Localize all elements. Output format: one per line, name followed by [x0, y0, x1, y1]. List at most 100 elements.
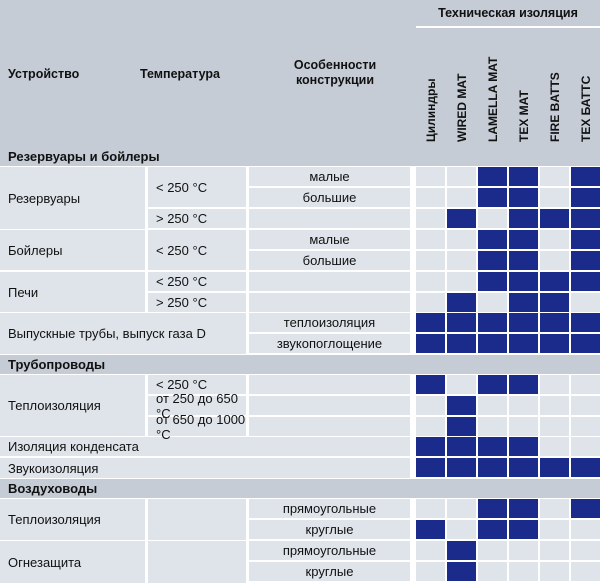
grid-cell — [416, 251, 445, 270]
product-header-label: WIRED MAT — [455, 73, 469, 142]
grid-cell — [478, 396, 507, 415]
product-mark — [416, 334, 445, 353]
product-mark — [478, 313, 507, 332]
grid-cell — [571, 396, 600, 415]
product-mark — [509, 272, 538, 291]
header-tech-rule — [416, 26, 600, 28]
header-tech-group: Техническая изоляция — [438, 6, 578, 20]
grid-cell — [416, 562, 445, 581]
grid-cell — [416, 272, 445, 291]
device-cell: Выпускные трубы, выпуск газа D — [0, 313, 246, 354]
grid-cell — [571, 437, 600, 456]
product-mark — [447, 334, 476, 353]
header-device: Устройство — [8, 67, 80, 81]
grid-cell — [571, 541, 600, 560]
temperature-cell: от 250 до 650 °C — [148, 391, 246, 421]
grid-cell — [540, 562, 569, 581]
product-mark — [416, 313, 445, 332]
device-cell: Огнезащита — [0, 541, 145, 583]
grid-cell — [571, 293, 600, 312]
construction-cell-empty — [249, 272, 410, 291]
product-mark — [540, 334, 569, 353]
grid-cell — [416, 293, 445, 312]
product-mark — [447, 209, 476, 228]
device-cell: Бойлеры — [0, 230, 145, 270]
product-mark — [509, 499, 538, 518]
device-cell: Резервуары — [0, 167, 145, 229]
temperature-cell: > 250 °C — [148, 293, 246, 312]
product-mark — [509, 188, 538, 207]
product-mark — [478, 272, 507, 291]
grid-cell — [540, 417, 569, 436]
product-mark — [571, 272, 600, 291]
grid-cell — [478, 209, 507, 228]
product-mark — [571, 458, 600, 477]
grid-cell — [571, 417, 600, 436]
product-mark — [509, 458, 538, 477]
product-mark — [540, 293, 569, 312]
grid-cell — [447, 520, 476, 539]
grid-cell — [416, 167, 445, 186]
grid-cell — [416, 396, 445, 415]
grid-cell — [478, 541, 507, 560]
product-mark — [571, 313, 600, 332]
construction-cell: малые — [249, 167, 410, 186]
construction-cell-empty — [249, 417, 410, 436]
temperature-cell: от 650 до 1000 °C — [148, 412, 246, 442]
product-mark — [447, 541, 476, 560]
grid-cell — [540, 437, 569, 456]
product-mark — [478, 251, 507, 270]
product-mark — [447, 293, 476, 312]
product-header-6: TEX БАТТС — [571, 30, 600, 147]
grid-cell — [416, 417, 445, 436]
section-band: Резервуары и бойлеры — [0, 147, 600, 166]
product-mark — [478, 520, 507, 539]
product-mark — [416, 458, 445, 477]
product-mark — [509, 334, 538, 353]
temperature-cell: < 250 °C — [148, 230, 246, 270]
product-header-5: FIRE BATTS — [540, 30, 569, 147]
product-header-1: Цилиндры — [416, 30, 445, 147]
header-construction: Особенности конструкции — [293, 58, 377, 87]
product-mark — [571, 334, 600, 353]
product-mark — [447, 417, 476, 436]
product-mark — [509, 167, 538, 186]
product-mark — [416, 520, 445, 539]
construction-cell: большие — [249, 188, 410, 207]
product-mark — [478, 230, 507, 249]
product-mark — [571, 230, 600, 249]
construction-cell-empty — [249, 293, 410, 312]
construction-cell: круглые — [249, 562, 410, 581]
grid-cell — [478, 293, 507, 312]
product-mark — [478, 334, 507, 353]
grid-cell — [540, 520, 569, 539]
product-mark — [571, 251, 600, 270]
construction-cell: теплоизоляция — [249, 313, 410, 332]
grid-cell — [416, 188, 445, 207]
grid-cell — [416, 209, 445, 228]
product-mark — [478, 437, 507, 456]
product-mark — [540, 458, 569, 477]
construction-cell: прямоугольные — [249, 541, 410, 560]
product-mark — [478, 167, 507, 186]
grid-cell — [416, 499, 445, 518]
grid-cell — [447, 375, 476, 394]
grid-cell — [571, 562, 600, 581]
grid-cell — [540, 499, 569, 518]
section-band: Трубопроводы — [0, 355, 600, 374]
product-mark — [509, 251, 538, 270]
grid-cell — [509, 417, 538, 436]
product-header-label: FIRE BATTS — [548, 72, 562, 142]
device-cell: Изоляция конденсата — [0, 437, 410, 456]
device-cell: Теплоизоляция — [0, 499, 145, 540]
header-background — [0, 0, 600, 147]
grid-cell — [509, 396, 538, 415]
grid-cell — [540, 541, 569, 560]
product-mark — [447, 396, 476, 415]
product-header-4: TEX MAT — [509, 30, 538, 147]
product-mark — [509, 230, 538, 249]
product-mark — [509, 293, 538, 312]
device-cell: Теплоизоляция — [0, 375, 145, 436]
product-mark — [571, 188, 600, 207]
temperature-cell: < 250 °C — [148, 167, 246, 207]
